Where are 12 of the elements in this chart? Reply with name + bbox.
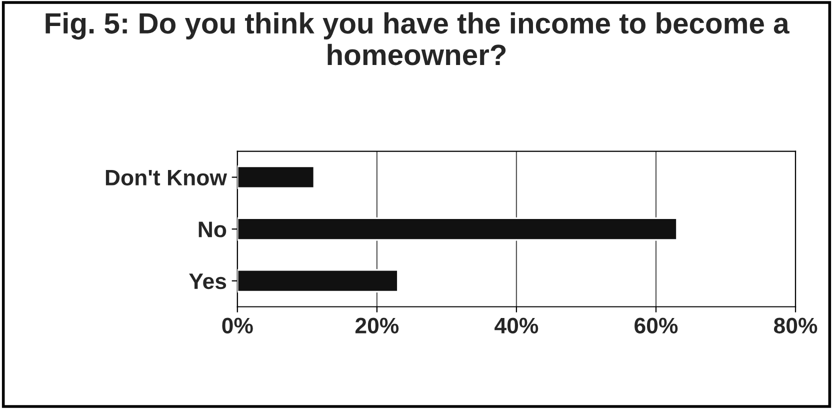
x-tick-label: 20%: [355, 318, 399, 334]
x-tick-label: 40%: [494, 318, 538, 334]
x-tick-label: 60%: [634, 318, 678, 334]
x-tick-label: 0%: [222, 318, 253, 334]
bar: [237, 166, 315, 189]
y-tick-label: Yes: [189, 274, 226, 290]
bar: [237, 269, 399, 293]
bar: [237, 217, 678, 241]
y-tick-label: Don't Know: [106, 170, 228, 186]
x-tick-label: 80%: [774, 318, 818, 334]
chart-title: Fig. 5: Do you think you have the income to become a homeowner?: [46, 12, 790, 66]
y-tick-label: No: [198, 222, 226, 238]
